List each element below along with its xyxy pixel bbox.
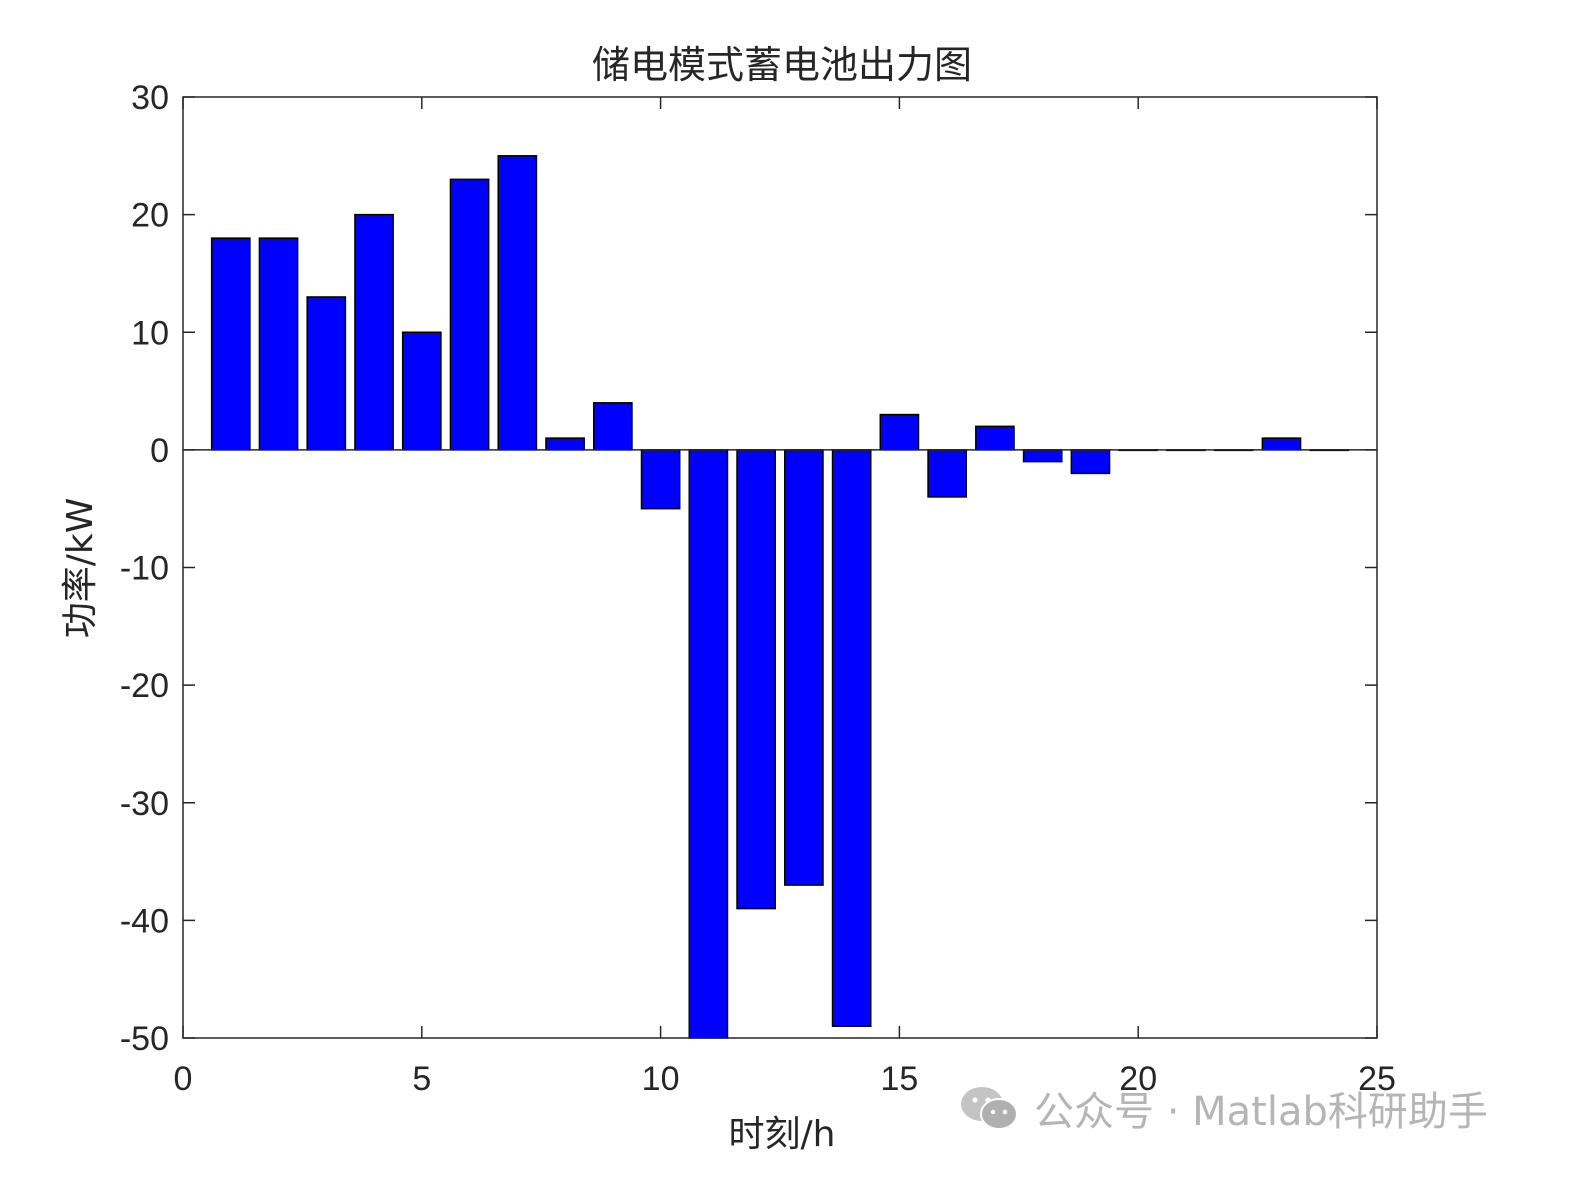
bar-23 <box>1261 437 1302 451</box>
x-tick-label: 20 <box>1119 1060 1157 1098</box>
bar-13 <box>784 449 824 886</box>
bar-8 <box>545 437 585 451</box>
bars-group <box>210 155 1350 1039</box>
y-tick-label: 20 <box>131 197 169 235</box>
chart-title: 储电模式蓄电池出力图 <box>592 43 972 87</box>
y-ticks-group: 30 20 10 0 -10 -20 -30 -40 -50 <box>120 79 1377 1058</box>
bar-18 <box>1022 449 1063 463</box>
y-tick-label: -40 <box>120 902 169 940</box>
x-ticks-group: 0 5 10 15 20 25 <box>174 97 1396 1098</box>
bar-14 <box>831 449 872 1027</box>
bar-12 <box>736 449 776 910</box>
y-tick-label: -10 <box>120 550 169 588</box>
wechat-icon <box>961 1087 1018 1130</box>
y-tick-label: -50 <box>120 1020 169 1058</box>
y-tick-label: -30 <box>120 785 169 823</box>
bar-1 <box>210 237 251 451</box>
y-tick-label: -20 <box>120 667 169 705</box>
bar-3 <box>306 296 347 451</box>
y-tick-label: 30 <box>131 79 169 117</box>
y-tick-label: 0 <box>150 432 169 470</box>
bar-5 <box>401 331 442 451</box>
x-tick-label: 10 <box>642 1060 680 1098</box>
y-tick-label: 10 <box>131 314 169 352</box>
x-tick-label: 0 <box>174 1060 193 1098</box>
bar-16 <box>927 449 968 498</box>
x-tick-label: 25 <box>1358 1060 1396 1098</box>
bar-7 <box>497 155 538 451</box>
x-tick-label: 5 <box>412 1060 431 1098</box>
y-axis-label: 功率/kW <box>60 498 101 639</box>
bar-19 <box>1070 449 1111 475</box>
watermark-text: 公众号 · Matlab科研助手 <box>1034 1089 1488 1135</box>
bar-17 <box>975 425 1015 451</box>
bar-2 <box>258 237 299 451</box>
bar-11 <box>688 449 729 1039</box>
bar-4 <box>354 213 394 451</box>
watermark: 公众号 · Matlab科研助手 <box>958 1083 1488 1135</box>
bar-6 <box>449 178 490 451</box>
x-tick-label: 15 <box>880 1060 918 1098</box>
bar-15 <box>879 413 920 451</box>
x-axis-label: 时刻/h <box>729 1114 836 1155</box>
bar-10 <box>640 449 681 510</box>
bar-9 <box>592 402 633 451</box>
